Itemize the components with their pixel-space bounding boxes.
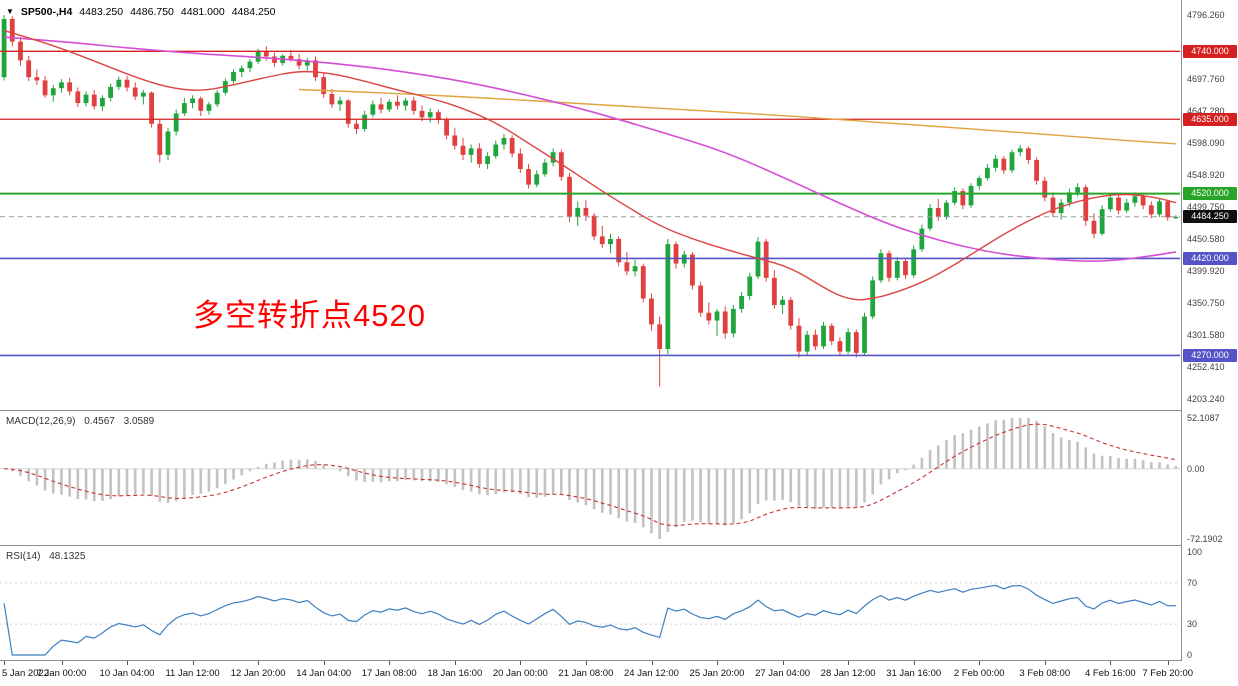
macd-axis-label: 0.00 bbox=[1187, 463, 1205, 474]
price-chart-canvas[interactable] bbox=[0, 0, 1180, 410]
price-level-badge: 4520.000 bbox=[1183, 187, 1237, 201]
chart-text-annotation: 多空转折点4520 bbox=[193, 298, 426, 333]
symbol-info-bar: ▼ SP500-,H4 4483.250 4486.750 4481.000 4… bbox=[6, 6, 275, 18]
symbol-dropdown-icon[interactable]: ▼ bbox=[6, 7, 14, 16]
rsi-axis-label: 30 bbox=[1187, 619, 1198, 630]
time-axis-label: 12 Jan 20:00 bbox=[230, 668, 286, 679]
time-axis-label: 10 Jan 04:00 bbox=[99, 668, 155, 679]
price-axis-label: 4499.750 bbox=[1187, 201, 1225, 212]
price-axis-label: 4647.280 bbox=[1187, 106, 1225, 117]
time-axis-tick bbox=[913, 661, 915, 665]
price-axis-separator bbox=[1181, 0, 1182, 686]
horizontal-level-lines bbox=[0, 50, 1180, 357]
time-axis-tick bbox=[389, 661, 391, 665]
rsi-indicator-label: RSI(14) 48.1325 bbox=[6, 551, 91, 562]
time-axis-tick bbox=[717, 661, 718, 665]
rsi-name: RSI(14) bbox=[6, 551, 41, 562]
time-axis-label: 7 Jan 00:00 bbox=[36, 668, 87, 679]
price-axis-label: 4697.760 bbox=[1187, 73, 1225, 84]
time-axis-label: 21 Jan 08:00 bbox=[558, 668, 614, 679]
time-axis-tick bbox=[848, 661, 850, 665]
time-axis-tick bbox=[454, 661, 456, 665]
time-axis-label: 20 Jan 00:00 bbox=[492, 668, 548, 679]
time-axis-tick bbox=[61, 661, 63, 665]
time-axis-label: 5 Jan 2022 bbox=[2, 668, 50, 679]
price-axis-label: 4598.090 bbox=[1187, 138, 1225, 149]
time-axis-tick bbox=[1110, 661, 1112, 665]
ma-mid-magenta-line bbox=[4, 36, 1177, 262]
time-axis-label: 14 Jan 04:00 bbox=[296, 668, 352, 679]
price-level-badge: 4270.000 bbox=[1183, 348, 1237, 362]
time-axis-label: 17 Jan 08:00 bbox=[361, 668, 417, 679]
time-axis-label: 2 Feb 00:00 bbox=[953, 668, 1005, 679]
rsi-line bbox=[3, 584, 1176, 656]
time-axis-label: 11 Jan 12:00 bbox=[165, 668, 220, 679]
time-axis-tick bbox=[4, 661, 6, 665]
macd-indicator-label: MACD(12,26,9) 0.4567 3.0589 bbox=[6, 416, 160, 427]
time-axis-tick bbox=[1167, 661, 1169, 665]
time-axis-label: 3 Feb 08:00 bbox=[1019, 668, 1071, 679]
macd-main-value: 0.4567 bbox=[84, 416, 115, 427]
time-axis-label: 4 Feb 16:00 bbox=[1084, 668, 1136, 679]
price-macd-panel-separator[interactable] bbox=[0, 410, 1238, 411]
price-axis-label: 4350.750 bbox=[1187, 298, 1225, 309]
current-price-badge: 4484.250 bbox=[1183, 210, 1237, 224]
time-axis-label: 27 Jan 04:00 bbox=[755, 668, 811, 679]
time-axis-label: 25 Jan 20:00 bbox=[689, 668, 745, 679]
ohlc-high-value: 4486.750 bbox=[130, 6, 174, 18]
time-axis-tick bbox=[520, 661, 522, 665]
rsi-axis-label: 100 bbox=[1187, 547, 1203, 557]
ohlc-close-value: 4484.250 bbox=[231, 6, 276, 18]
rsi-axis-label: 0 bbox=[1187, 650, 1193, 660]
price-scale-axis[interactable]: 4796.260 4697.760 4647.280 4598.090 4548.920… bbox=[1182, 0, 1238, 686]
time-axis-label: 7 Feb 20:00 bbox=[1142, 668, 1194, 679]
macd-axis-label: 52.1087 bbox=[1187, 413, 1220, 423]
symbol-timeframe-label: SP500-,H4 bbox=[20, 6, 73, 18]
price-level-badge: 4740.000 bbox=[1183, 44, 1237, 58]
macd-signal-line bbox=[4, 423, 1176, 527]
price-axis-label: 4252.410 bbox=[1187, 361, 1225, 372]
time-axis-tick bbox=[1044, 661, 1046, 665]
ohlc-open-value: 4483.250 bbox=[79, 6, 124, 18]
time-axis-tick bbox=[585, 661, 587, 665]
rsi-value: 48.1325 bbox=[49, 551, 86, 562]
ma-slow-orange-line bbox=[299, 88, 1176, 145]
time-axis-tick bbox=[651, 661, 653, 665]
macd-axis-label: -72.1902 bbox=[1187, 534, 1223, 544]
price-level-badge: 4635.000 bbox=[1183, 112, 1237, 126]
time-axis-tick bbox=[323, 661, 325, 665]
macd-rsi-panel-separator[interactable] bbox=[0, 545, 1238, 546]
price-level-badge: 4420.000 bbox=[1183, 251, 1237, 265]
rsi-axis-label: 70 bbox=[1187, 577, 1198, 588]
macd-panel-canvas[interactable] bbox=[0, 412, 1180, 545]
macd-name: MACD(12,26,9) bbox=[6, 416, 76, 427]
price-axis-label: 4548.920 bbox=[1187, 169, 1225, 180]
macd-signal-value: 3.0589 bbox=[123, 416, 155, 427]
time-axis-tick bbox=[192, 661, 194, 665]
price-axis-label: 4796.260 bbox=[1187, 9, 1225, 20]
ohlc-low-value: 4481.000 bbox=[180, 6, 225, 18]
rsi-panel-canvas[interactable] bbox=[0, 547, 1180, 660]
candlestick-series bbox=[1, 15, 1179, 387]
time-axis-tick bbox=[782, 661, 784, 665]
time-scale-axis[interactable]: 5 Jan 2022 7 Jan 00:00 10 Jan 04:00 11 Jan … bbox=[0, 661, 1238, 686]
time-axis-label: 28 Jan 12:00 bbox=[820, 668, 876, 679]
price-axis-label: 4399.920 bbox=[1187, 266, 1225, 277]
time-axis-tick bbox=[127, 661, 128, 665]
price-axis-label: 4301.580 bbox=[1187, 330, 1225, 341]
macd-histogram bbox=[10, 418, 1178, 539]
ma-fast-red-line bbox=[3, 29, 1177, 301]
time-axis-separator bbox=[0, 660, 1238, 661]
price-axis-label: 4450.580 bbox=[1187, 233, 1225, 244]
time-axis-label: 31 Jan 16:00 bbox=[886, 668, 942, 679]
price-axis-label: 4203.240 bbox=[1187, 393, 1225, 404]
time-axis-tick bbox=[979, 661, 981, 665]
time-axis-tick bbox=[258, 661, 260, 665]
time-axis-label: 18 Jan 16:00 bbox=[427, 668, 483, 679]
time-axis-label: 24 Jan 12:00 bbox=[623, 668, 679, 679]
